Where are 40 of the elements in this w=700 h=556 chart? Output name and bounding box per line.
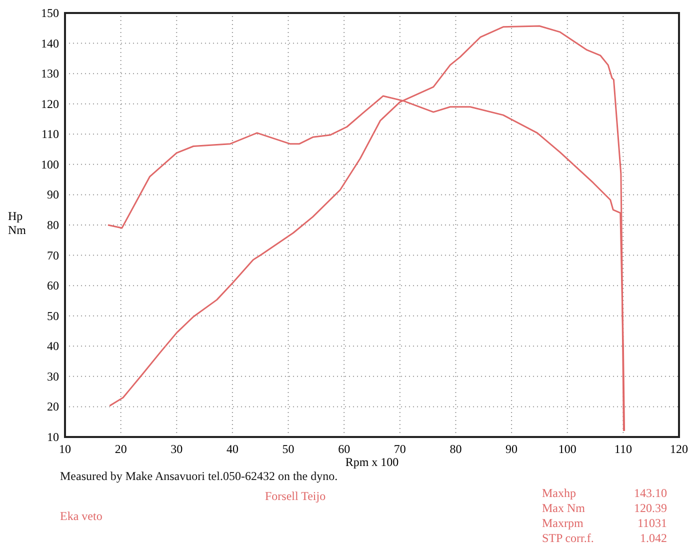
y-tick-label: 150 bbox=[41, 6, 59, 20]
text: Maxrpm bbox=[542, 516, 584, 530]
y-tick-label: 80 bbox=[47, 218, 59, 232]
x-tick-label: 60 bbox=[338, 442, 350, 456]
y-tick-label: 70 bbox=[47, 248, 59, 262]
x-tick-label: 80 bbox=[450, 442, 462, 456]
x-axis-title: Rpm x 100 bbox=[345, 455, 399, 469]
text: Measured by Make Ansavuori tel.050-62432 on the dyno. bbox=[60, 469, 338, 483]
text: Forsell Teijo bbox=[265, 489, 326, 503]
x-tick-label: 30 bbox=[170, 442, 183, 456]
y-tick-label: 130 bbox=[41, 66, 59, 81]
text: 120.39 bbox=[634, 501, 667, 515]
y-axis-title: Hp Nm bbox=[8, 209, 27, 237]
text: 1.042 bbox=[640, 531, 667, 545]
x-tick-label: 110 bbox=[614, 442, 632, 456]
x-tick-label: 70 bbox=[394, 442, 406, 456]
text: 143.10 bbox=[634, 486, 667, 500]
text: Eka veto bbox=[60, 509, 102, 523]
y-tick-label: 40 bbox=[47, 339, 59, 354]
text: Maxhp bbox=[542, 486, 576, 500]
y-tick-label: 140 bbox=[41, 36, 59, 50]
y-tick-label: 100 bbox=[41, 157, 59, 172]
x-tick-label: 20 bbox=[114, 442, 127, 456]
y-tick-label: 20 bbox=[47, 400, 59, 414]
x-tick-label: 10 bbox=[59, 442, 71, 456]
x-tick-label: 120 bbox=[670, 442, 688, 456]
y-tick-label: 60 bbox=[47, 278, 59, 293]
x-tick-label: 40 bbox=[226, 442, 238, 456]
text: STP corr.f. bbox=[542, 531, 594, 545]
y-tick-label: 120 bbox=[41, 96, 59, 111]
x-tick-label: 90 bbox=[506, 442, 518, 456]
y-tick-label: 30 bbox=[47, 369, 59, 384]
y-tick-label: 50 bbox=[47, 308, 59, 323]
x-tick-label: 50 bbox=[282, 442, 294, 456]
text: Max Nm bbox=[542, 501, 586, 515]
y-tick-label: 110 bbox=[41, 127, 59, 142]
y-tick-label: 10 bbox=[47, 430, 59, 444]
text: 11031 bbox=[637, 516, 667, 530]
y-tick-label: 90 bbox=[47, 188, 59, 202]
x-tick-label: 100 bbox=[558, 442, 576, 456]
